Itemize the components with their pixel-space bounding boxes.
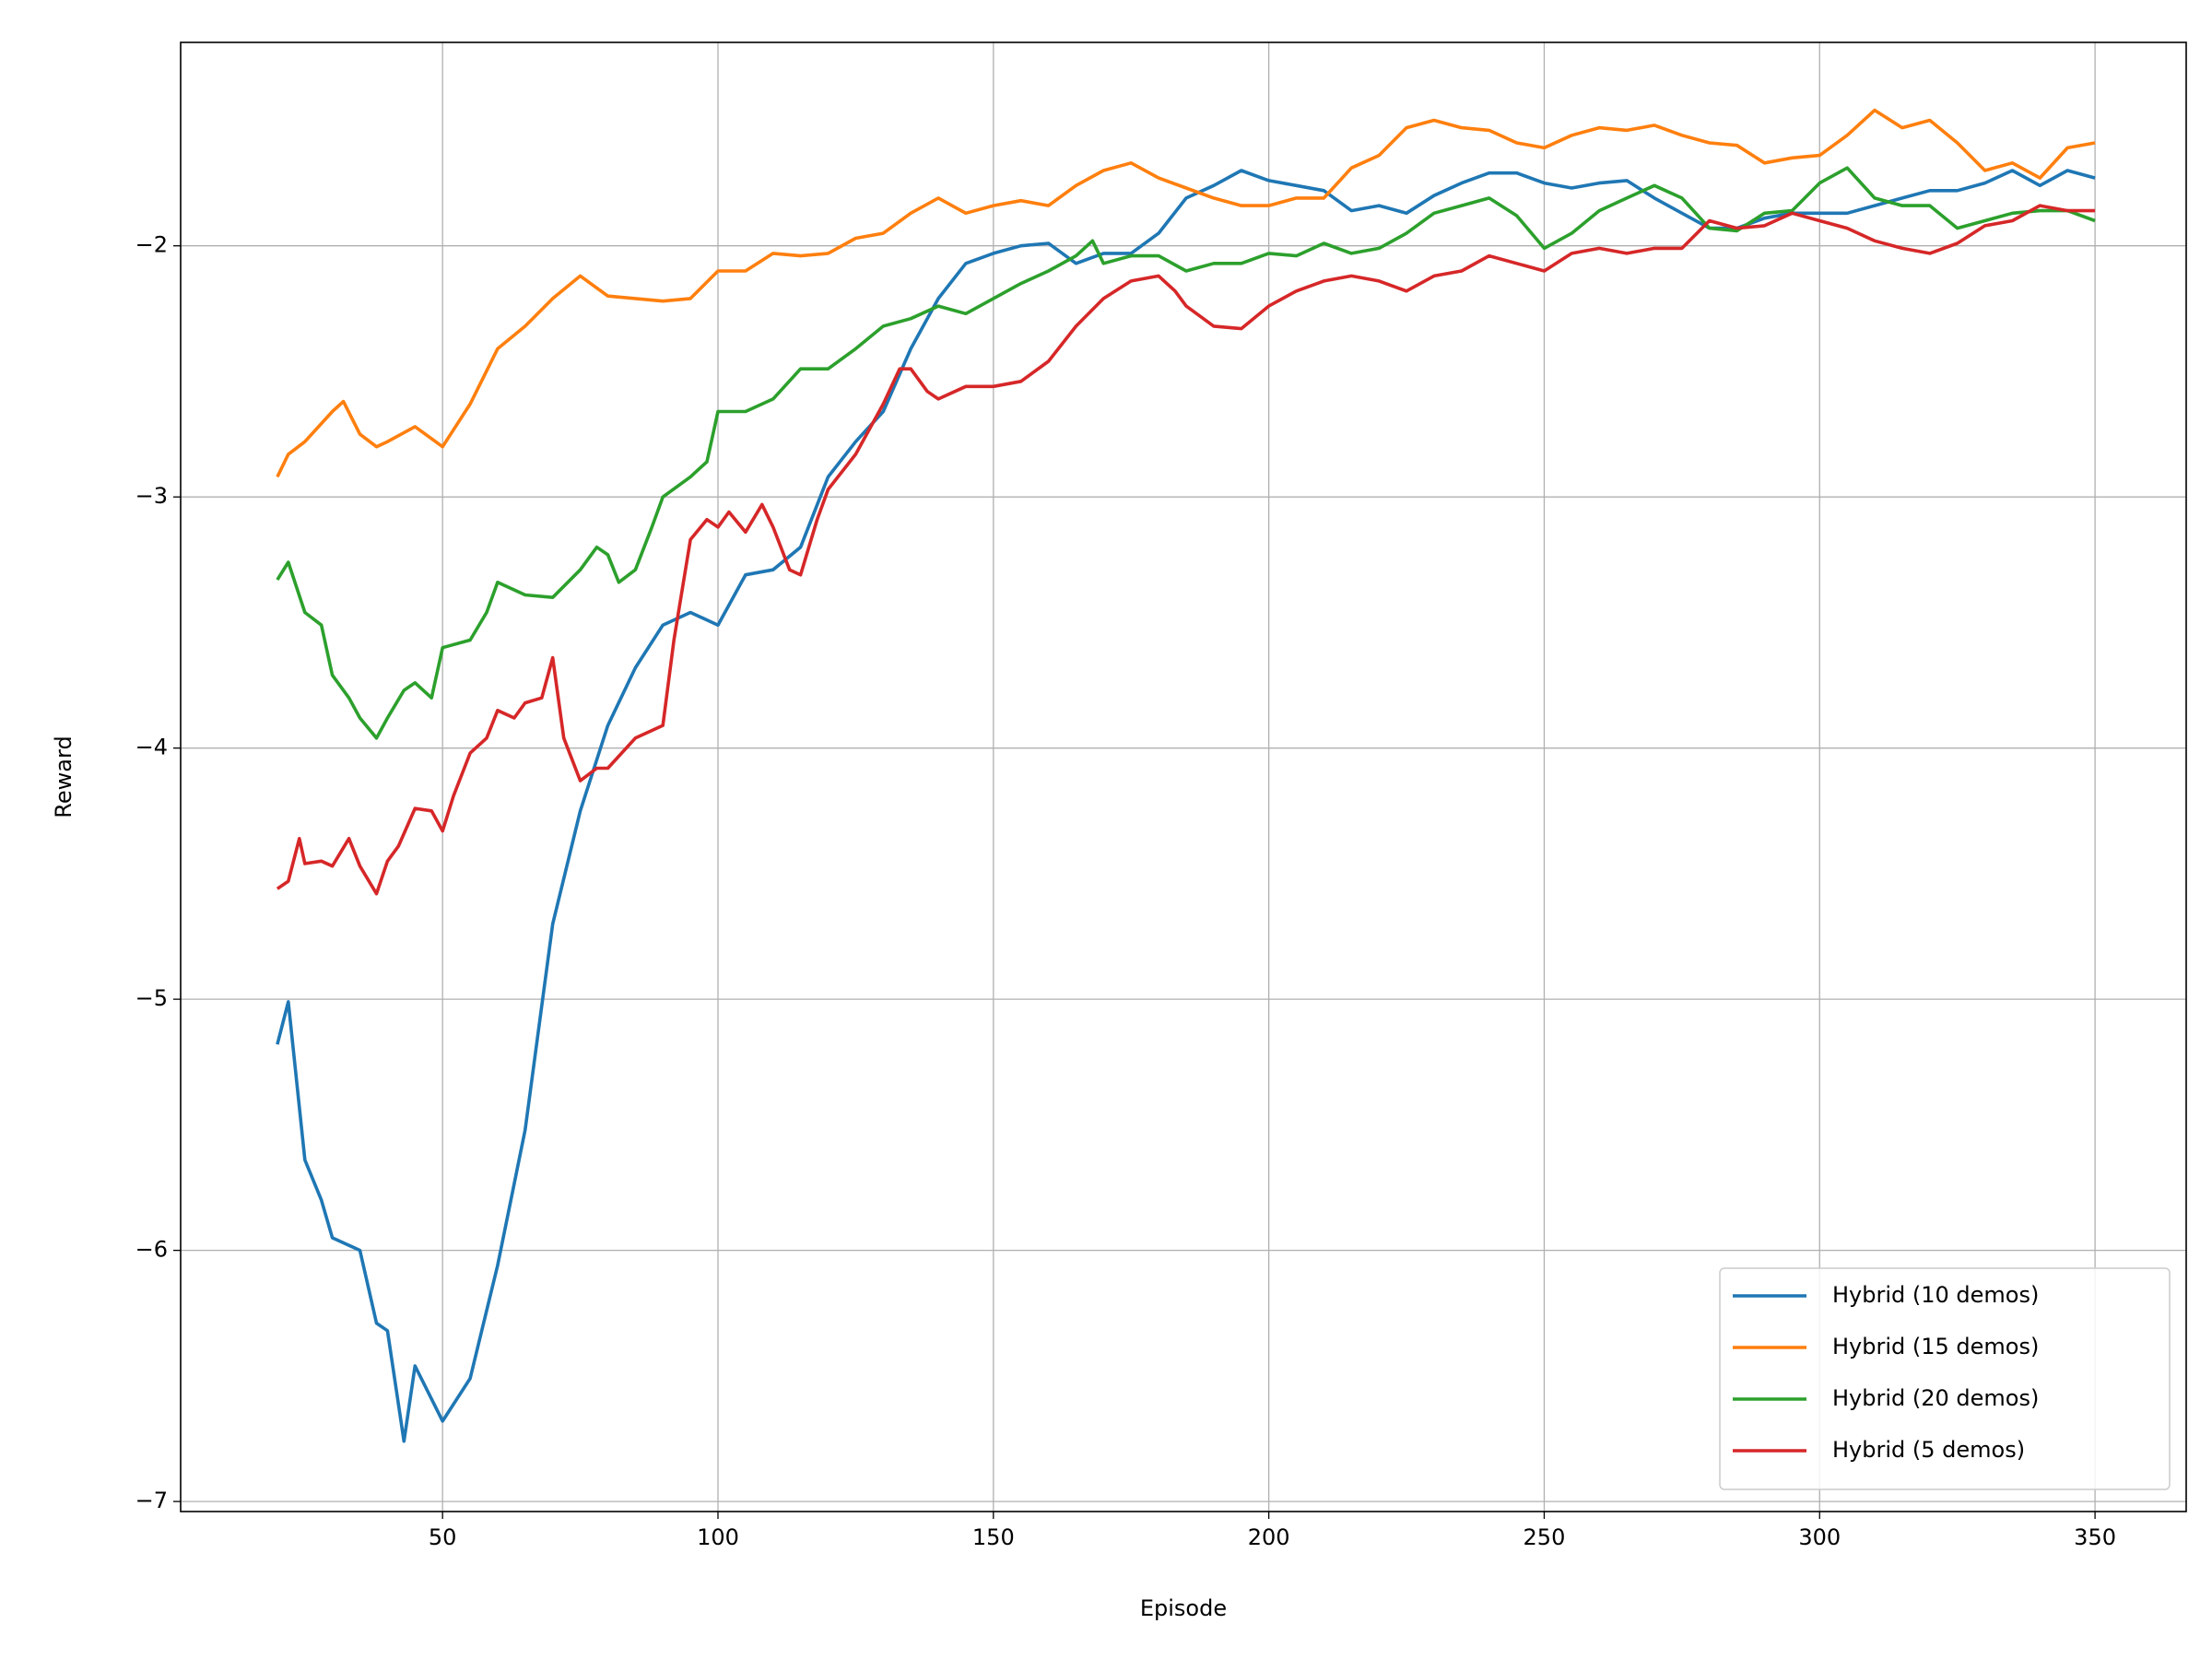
- x-tick-label: 300: [1798, 1524, 1841, 1550]
- plot-frame: [180, 41, 2187, 1512]
- legend-label: Hybrid (20 demos): [1832, 1385, 2039, 1411]
- x-tick-label: 150: [972, 1524, 1015, 1550]
- x-tick-label: 350: [2074, 1524, 2116, 1550]
- y-tick-label: −7: [135, 1488, 168, 1513]
- y-tick-label: −2: [135, 232, 168, 258]
- legend-label: Hybrid (10 demos): [1832, 1282, 2039, 1308]
- series-line: [276, 166, 2096, 740]
- y-tick-label: −5: [135, 985, 168, 1011]
- y-tick-label: −3: [135, 483, 168, 509]
- legend-label: Hybrid (15 demos): [1832, 1334, 2039, 1359]
- x-tick-label: 100: [697, 1524, 739, 1550]
- x-tick-label: 250: [1524, 1524, 1566, 1550]
- legend-box: [1719, 1267, 2171, 1490]
- x-tick-label: 50: [429, 1524, 457, 1550]
- series-line: [276, 108, 2096, 478]
- series-line: [276, 204, 2096, 896]
- y-axis-label: Reward: [51, 735, 76, 818]
- y-tick-label: −4: [135, 735, 168, 760]
- x-tick-label: 200: [1248, 1524, 1290, 1550]
- x-axis-label: Episode: [1140, 1595, 1227, 1621]
- series-line: [276, 169, 2096, 1443]
- legend-label: Hybrid (5 demos): [1832, 1437, 2025, 1463]
- y-tick-label: −6: [135, 1237, 168, 1263]
